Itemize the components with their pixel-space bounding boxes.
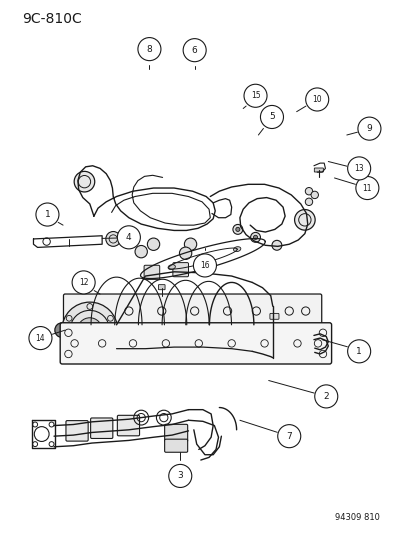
Circle shape — [305, 88, 328, 111]
Circle shape — [117, 226, 140, 249]
Text: 11: 11 — [362, 183, 371, 192]
Circle shape — [106, 231, 120, 246]
FancyBboxPatch shape — [144, 265, 159, 279]
Text: 16: 16 — [199, 261, 209, 270]
Circle shape — [235, 228, 239, 231]
FancyBboxPatch shape — [269, 345, 278, 351]
Text: 15: 15 — [250, 91, 260, 100]
FancyBboxPatch shape — [158, 285, 165, 290]
Ellipse shape — [199, 256, 206, 261]
FancyBboxPatch shape — [63, 294, 321, 328]
FancyBboxPatch shape — [60, 323, 331, 364]
Circle shape — [184, 238, 196, 251]
Circle shape — [243, 84, 266, 107]
Circle shape — [304, 188, 312, 195]
Text: 1: 1 — [356, 347, 361, 356]
Text: 13: 13 — [354, 164, 363, 173]
Ellipse shape — [233, 247, 240, 252]
FancyBboxPatch shape — [117, 415, 139, 436]
Circle shape — [347, 157, 370, 180]
Circle shape — [77, 318, 102, 343]
Circle shape — [138, 38, 161, 61]
Circle shape — [169, 464, 191, 488]
Text: 3: 3 — [177, 471, 183, 480]
Circle shape — [304, 198, 312, 206]
Circle shape — [55, 322, 69, 337]
Circle shape — [74, 172, 95, 192]
Circle shape — [347, 340, 370, 363]
Circle shape — [36, 203, 59, 226]
Text: 6: 6 — [191, 46, 197, 55]
Circle shape — [355, 176, 378, 199]
Text: 9C-810C: 9C-810C — [22, 12, 81, 26]
Circle shape — [250, 232, 260, 243]
FancyBboxPatch shape — [269, 324, 278, 330]
Text: 5: 5 — [268, 112, 274, 122]
FancyBboxPatch shape — [164, 439, 187, 453]
FancyBboxPatch shape — [269, 335, 278, 341]
Circle shape — [233, 224, 242, 235]
Text: 94309 810: 94309 810 — [334, 513, 379, 522]
Circle shape — [29, 327, 52, 350]
Circle shape — [147, 238, 159, 251]
Circle shape — [253, 235, 257, 239]
FancyBboxPatch shape — [173, 263, 188, 277]
FancyBboxPatch shape — [313, 168, 323, 172]
Circle shape — [72, 271, 95, 294]
Ellipse shape — [168, 264, 175, 270]
Circle shape — [179, 247, 191, 260]
Circle shape — [135, 246, 147, 258]
Circle shape — [357, 117, 380, 140]
Circle shape — [193, 254, 216, 277]
Circle shape — [294, 209, 314, 230]
Circle shape — [260, 106, 283, 128]
Text: 2: 2 — [323, 392, 328, 401]
FancyBboxPatch shape — [90, 418, 113, 439]
Circle shape — [271, 240, 281, 250]
Text: 8: 8 — [146, 45, 152, 54]
Text: 14: 14 — [36, 334, 45, 343]
FancyBboxPatch shape — [164, 424, 187, 442]
Circle shape — [183, 38, 206, 62]
Text: 10: 10 — [312, 95, 321, 104]
FancyBboxPatch shape — [269, 313, 278, 319]
Circle shape — [62, 302, 117, 358]
Text: 1: 1 — [45, 210, 50, 219]
Text: 7: 7 — [286, 432, 292, 441]
FancyBboxPatch shape — [66, 421, 88, 441]
Circle shape — [277, 425, 300, 448]
Circle shape — [314, 385, 337, 408]
Text: 9: 9 — [366, 124, 371, 133]
Text: 12: 12 — [79, 278, 88, 287]
Text: 4: 4 — [126, 233, 131, 242]
Circle shape — [310, 191, 318, 199]
